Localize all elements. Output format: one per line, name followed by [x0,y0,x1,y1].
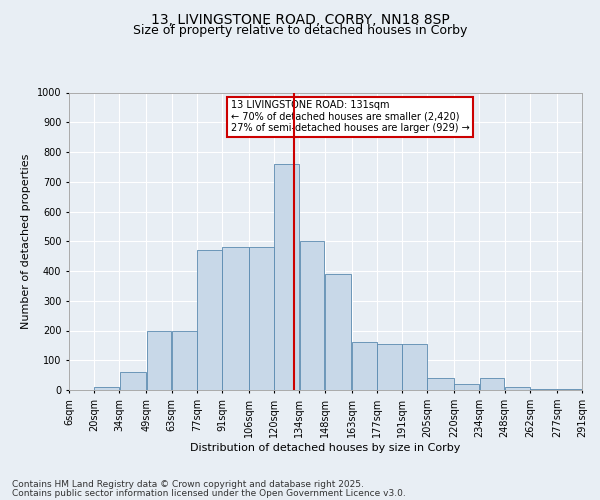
Bar [479,378,505,390]
Bar [222,247,249,390]
Bar [352,342,377,390]
Text: Size of property relative to detached houses in Corby: Size of property relative to detached ho… [133,24,467,37]
Bar [377,344,402,390]
Bar [197,250,222,390]
Bar [402,344,427,390]
X-axis label: Distribution of detached houses by size in Corby: Distribution of detached houses by size … [190,442,461,452]
Bar [299,242,325,390]
Bar [530,388,557,390]
Bar [119,372,146,390]
Text: 13 LIVINGSTONE ROAD: 131sqm
← 70% of detached houses are smaller (2,420)
27% of : 13 LIVINGSTONE ROAD: 131sqm ← 70% of det… [230,100,469,133]
Text: Contains HM Land Registry data © Crown copyright and database right 2025.: Contains HM Land Registry data © Crown c… [12,480,364,489]
Bar [94,387,119,390]
Bar [274,164,299,390]
Bar [146,330,172,390]
Y-axis label: Number of detached properties: Number of detached properties [22,154,31,329]
Bar [427,378,454,390]
Bar [325,274,352,390]
Text: 13, LIVINGSTONE ROAD, CORBY, NN18 8SP: 13, LIVINGSTONE ROAD, CORBY, NN18 8SP [151,12,449,26]
Text: Contains public sector information licensed under the Open Government Licence v3: Contains public sector information licen… [12,489,406,498]
Bar [454,384,479,390]
Bar [172,330,197,390]
Bar [249,247,274,390]
Bar [505,387,530,390]
